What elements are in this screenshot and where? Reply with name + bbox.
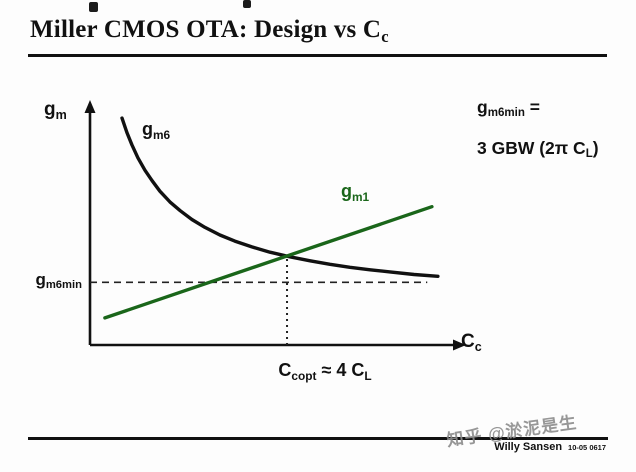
footer-divider [28, 437, 608, 440]
gm6-label-sub: m6 [153, 127, 171, 142]
formula-lhs-sub: m6min [487, 107, 525, 120]
x-axis-arrow-icon [453, 339, 466, 351]
gm6-curve [120, 116, 440, 279]
ink-mark [89, 2, 98, 12]
gm6min-formula: gm6min = 3 GBW (2π CL) [477, 97, 599, 161]
y-axis-label-text: g [44, 99, 56, 120]
slide-title-text: Miller CMOS OTA: Design vs C [30, 16, 382, 43]
x-axis-label: Cc [461, 331, 482, 354]
gm1-label-text: g [341, 181, 352, 201]
author-credit: Willy Sansen 10-05 0617 [494, 441, 606, 453]
ccopt-label-base: C [278, 360, 292, 380]
formula-lhs: gm6min = [477, 97, 599, 120]
gm1-line-label: gm1 [341, 181, 370, 204]
slide-title-subscript: c [381, 26, 389, 46]
ink-mark [243, 0, 251, 8]
y-axis-label-sub: m [55, 107, 67, 122]
x-axis-label-text: C [461, 331, 475, 352]
ccopt-label-sub: copt [291, 368, 317, 383]
gm1-label-sub: m1 [352, 189, 370, 204]
gm6-label-text: g [142, 119, 153, 139]
author-name: Willy Sansen [494, 441, 563, 453]
title-divider [28, 54, 607, 57]
formula-equals: = [524, 97, 541, 117]
y-axis-label: gm [44, 99, 67, 122]
gm1-line [103, 204, 434, 320]
formula-rhs: 3 GBW (2π CL) [477, 138, 599, 161]
ccopt-label-mid: ≈ 4 C [316, 360, 365, 380]
formula-rhs-text: 3 GBW (2π C [477, 138, 586, 158]
slide-code: 10-05 0617 [568, 443, 606, 452]
formula-rhs-close: ) [592, 138, 599, 158]
gm6-curve-label: gm6 [142, 119, 171, 142]
formula-lhs-base: g [477, 97, 488, 117]
x-axis-label-sub: c [474, 339, 482, 354]
slide-title: Miller CMOS OTA: Design vs Cc [30, 16, 389, 46]
ccopt-label: Ccopt ≈ 4 CL [235, 360, 415, 383]
y-axis-arrow-icon [84, 100, 96, 113]
chart-plot [84, 100, 466, 351]
gm6min-label-sub: m6min [45, 279, 82, 292]
gm6min-label-text: g [35, 270, 46, 289]
gm6min-axis-label: gm6min [2, 270, 82, 292]
ccopt-label-sub2: L [364, 368, 372, 383]
formula-rhs-sub: L [585, 148, 593, 161]
